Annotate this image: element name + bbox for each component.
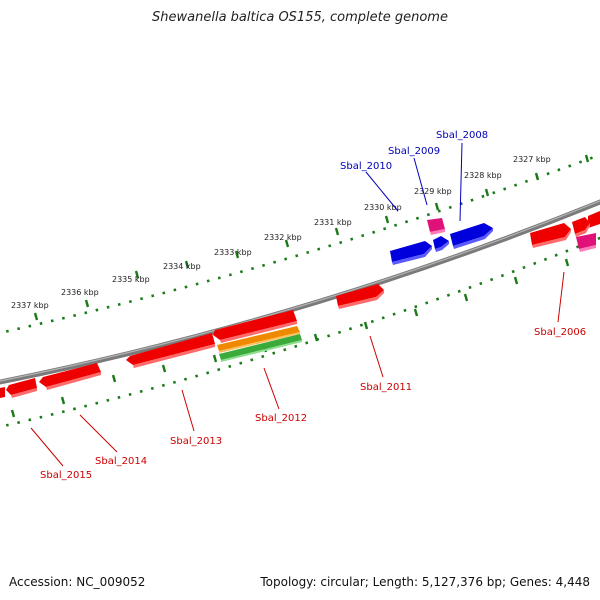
gene-feature-sbal-2009[interactable] <box>433 236 449 249</box>
gene-feature-magenta-center-edge <box>430 229 445 235</box>
genome-backbone-highlight <box>0 200 600 382</box>
gene-feature-sbal-2014[interactable] <box>39 363 101 387</box>
scale-label-2331: 2331 kbp <box>314 218 352 227</box>
gene-feature-sbal-2012-orange[interactable] <box>217 326 300 351</box>
gene-feature-sbal-2014-edge <box>46 372 101 390</box>
gene-feature-sbal-2008-edge <box>453 228 493 249</box>
gene-feature-sbal-2012-green-edge <box>221 340 302 362</box>
gene-label-sbal-2011[interactable]: Sbal_2011 <box>360 382 412 393</box>
gene-label-sbal-2010[interactable]: Sbal_2010 <box>340 161 392 172</box>
gene-feature-2005[interactable] <box>572 217 590 234</box>
upper-scale-ticks <box>33 154 590 321</box>
scale-label-2328: 2328 kbp <box>464 171 502 180</box>
genome-info-text: Topology: circular; Length: 5,127,376 bp… <box>260 575 590 589</box>
gene-features <box>0 211 600 398</box>
gene-label-sbal-2008[interactable]: Sbal_2008 <box>436 130 488 141</box>
gene-feature-sbal-2013-edge <box>133 344 215 368</box>
gene-feature-sbal-2011[interactable] <box>336 284 384 306</box>
gene-feature-sbal-2013[interactable] <box>126 333 215 365</box>
gene-feature-2004[interactable] <box>588 211 600 228</box>
gene-label-sbal-2013[interactable]: Sbal_2013 <box>170 436 222 447</box>
scale-label-2333: 2333 kbp <box>214 248 252 257</box>
scale-label-2332: 2332 kbp <box>264 233 302 242</box>
gene-feature-sbal-2010-edge <box>392 246 432 265</box>
gene-feature-sbal-2012-orange-edge <box>219 332 300 353</box>
scale-label-2329: 2329 kbp <box>414 187 452 196</box>
scale-label-2334: 2334 kbp <box>163 262 201 271</box>
gene-feature-sbal-2006[interactable] <box>530 223 571 245</box>
gene-feature-sbal-2011-edge <box>338 290 384 309</box>
gene-label-sbal-2006[interactable]: Sbal_2006 <box>534 327 586 338</box>
label-leader-lines <box>30 142 565 467</box>
gene-label-sbal-2014[interactable]: Sbal_2014 <box>95 456 147 467</box>
scale-label-2330: 2330 kbp <box>364 203 402 212</box>
accession-text: Accession: NC_009052 <box>9 575 146 589</box>
gene-feature-magenta-right[interactable] <box>576 233 596 249</box>
gene-feature-sbal-2009-edge <box>435 241 449 252</box>
scale-label-2327: 2327 kbp <box>513 155 551 164</box>
scale-label-2337: 2337 kbp <box>11 301 49 310</box>
gene-label-sbal-2009[interactable]: Sbal_2009 <box>388 146 440 157</box>
gene-feature-sbal-2010[interactable] <box>390 241 432 262</box>
genome-title: Shewanella baltica OS155, complete genom… <box>152 10 448 25</box>
gene-feature-magenta-center[interactable] <box>427 218 445 232</box>
gene-feature-sbal-2012-green[interactable] <box>219 334 302 360</box>
gene-feature-2005-edge <box>575 223 590 237</box>
gene-label-sbal-2012[interactable]: Sbal_2012 <box>255 413 307 424</box>
gene-feature-sbal-2012-red-edge <box>220 321 297 343</box>
scale-label-2336: 2336 kbp <box>61 288 99 297</box>
gene-label-sbal-2015[interactable]: Sbal_2015 <box>40 470 92 481</box>
gene-feature-sbal-2015-edge <box>11 388 37 398</box>
gene-feature-sbal-2012-red[interactable] <box>213 310 297 340</box>
gene-feature-sbal-2015[interactable] <box>6 378 37 395</box>
scale-label-2335: 2335 kbp <box>112 275 150 284</box>
gene-feature-sbal-2006-edge <box>532 229 571 248</box>
gene-feature-sbal-2008[interactable] <box>450 223 493 246</box>
gene-feature-magenta-right-edge <box>579 245 596 252</box>
gene-feature-left-fragment[interactable] <box>0 387 5 398</box>
genome-backbone <box>0 199 600 385</box>
